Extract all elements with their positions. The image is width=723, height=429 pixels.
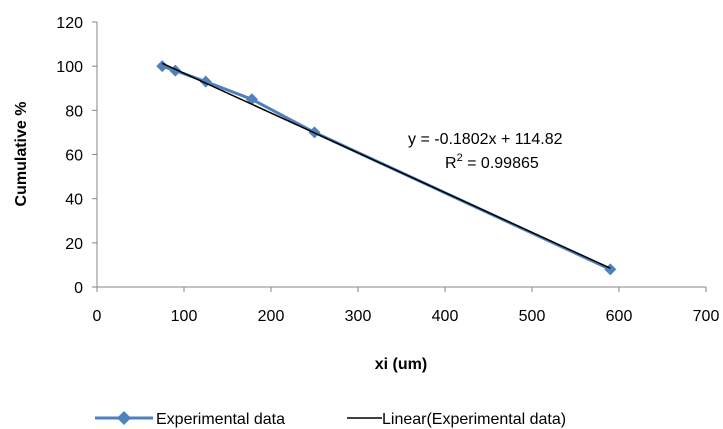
x-tick-label: 400 — [432, 308, 459, 325]
legend-linear-trend-label: Linear(Experimental data) — [382, 411, 566, 428]
x-tick-label: 100 — [171, 308, 198, 325]
x-tick-label: 500 — [519, 308, 546, 325]
x-axis-title: xi (um) — [375, 356, 427, 373]
y-tick-label: 120 — [56, 15, 83, 32]
equation-annotation: y = -0.1802x + 114.82 — [408, 131, 563, 148]
x-tick-label: 300 — [345, 308, 372, 325]
data-point — [604, 263, 617, 276]
axes — [96, 22, 706, 288]
y-tick-label: 60 — [65, 148, 83, 165]
legend-experimental-data-marker — [117, 411, 131, 425]
y-tick-label: 80 — [65, 103, 83, 120]
trendline-layer — [161, 62, 611, 269]
y-tick-label: 40 — [65, 192, 83, 209]
legend-experimental-data-label: Experimental data — [156, 411, 285, 428]
linear-trendline — [161, 62, 611, 269]
data-point — [156, 60, 169, 73]
x-tick-label: 700 — [693, 308, 720, 325]
x-tick-label: 200 — [258, 308, 285, 325]
r-squared-annotation: R2 = 0.99865 — [445, 152, 539, 172]
x-tick-label: 600 — [606, 308, 633, 325]
y-tick-label: 20 — [65, 236, 83, 253]
y-tick-label: 0 — [74, 280, 83, 297]
x-ticks: 0 100 200 300 400 500 600 700 — [93, 287, 720, 325]
legend: Experimental data Linear(Experimental da… — [95, 411, 566, 428]
legend-item-linear-trend: Linear(Experimental data) — [347, 411, 566, 428]
series-line — [161, 64, 611, 271]
y-axis-title: Cumulative % — [13, 102, 30, 207]
legend-item-experimental-data: Experimental data — [95, 411, 285, 428]
y-ticks: 0 20 40 60 80 100 120 — [56, 15, 97, 297]
x-tick-label: 0 — [93, 308, 102, 325]
y-tick-label: 100 — [56, 59, 83, 76]
